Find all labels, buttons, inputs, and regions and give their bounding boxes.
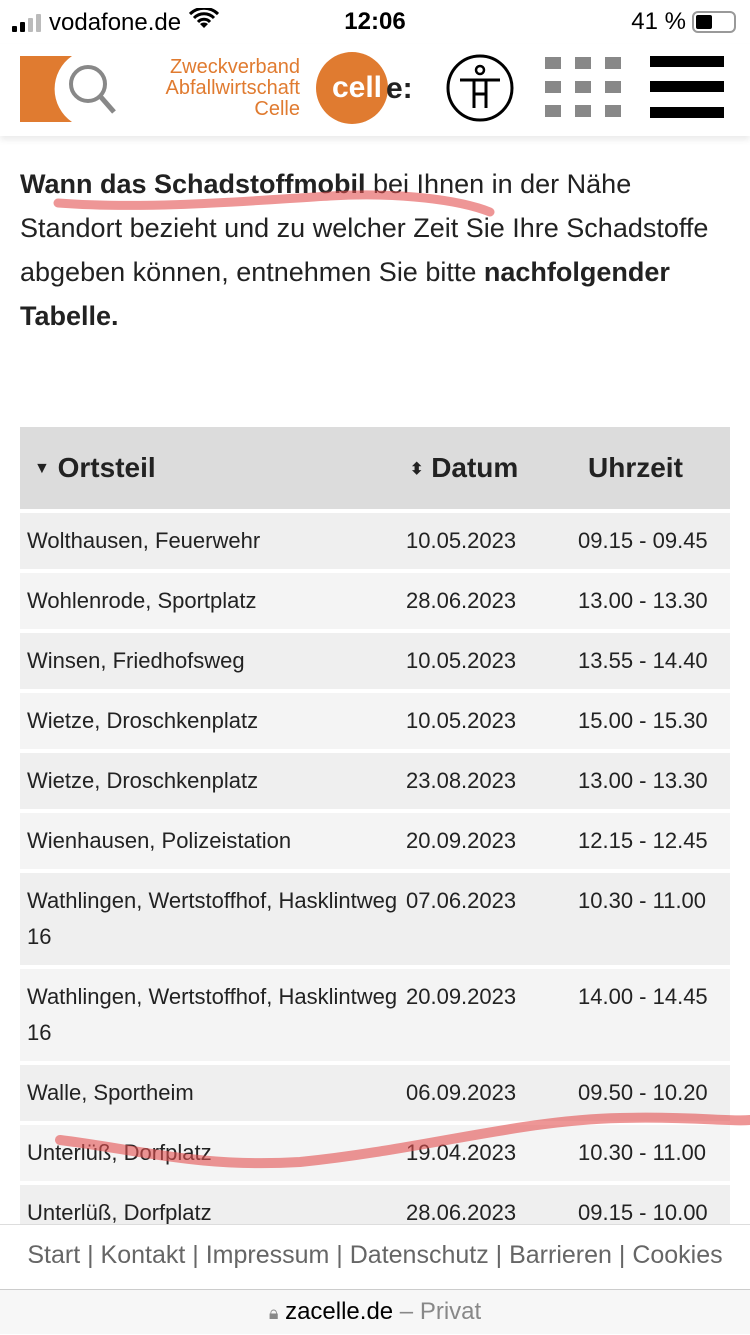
cell-ortsteil: Winsen, Friedhofsweg <box>27 648 245 673</box>
cell-ortsteil: Wienhausen, Polizeistation <box>27 828 292 853</box>
cell-uhrzeit: 09.15 - 09.45 <box>578 528 708 553</box>
battery-icon <box>692 11 736 33</box>
cell-datum: 19.04.2023 <box>406 1140 517 1165</box>
logo-text[interactable]: Zweckverband Abfallwirtschaft Celle <box>136 56 301 120</box>
battery-percent: 41 % <box>631 8 686 35</box>
schedule-table: ▼ Ortsteil ⬍ Datum Uhrzeit Wolthausen, F… <box>20 427 730 1241</box>
cell-datum: 28.06.2023 <box>406 1200 517 1225</box>
footer-links: Start | Kontakt | Impressum | Datenschut… <box>0 1224 750 1288</box>
celle-logo[interactable]: cell <box>316 52 388 124</box>
sort-desc-icon: ▼ <box>34 460 50 477</box>
table-row: Wolthausen, Feuerwehr 10.05.2023 09.15 - 0… <box>20 513 730 569</box>
cell-ortsteil: Wietze, Droschkenplatz <box>27 768 259 793</box>
separator: | <box>611 1241 633 1269</box>
column-ortsteil[interactable]: ▼ Ortsteil <box>20 452 398 484</box>
search-icon <box>20 56 116 122</box>
table-row: Wietze, Droschkenplatz 23.08.2023 13.00 - … <box>20 753 730 809</box>
table-row: Wathlingen, Wertstoffhof, Hasklintweg 16… <box>20 969 730 1061</box>
cell-datum: 06.09.2023 <box>406 1080 517 1105</box>
sort-icon: ⬍ <box>410 461 424 478</box>
table-header: ▼ Ortsteil ⬍ Datum Uhrzeit <box>20 427 730 509</box>
cell-uhrzeit: 13.00 - 13.30 <box>578 768 708 793</box>
table-row: Unterlüß, Dorfplatz 19.04.2023 10.30 - 11.… <box>20 1125 730 1181</box>
cell-datum: 10.05.2023 <box>406 528 517 553</box>
separator: | <box>329 1241 350 1269</box>
grid-icon <box>545 57 621 117</box>
wifi-icon <box>189 6 220 37</box>
separator: | <box>185 1241 206 1269</box>
footer-link-barrieren[interactable]: Barrieren <box>509 1241 612 1269</box>
header-label: Datum <box>431 452 519 483</box>
cell-uhrzeit: 13.00 - 13.30 <box>578 588 708 613</box>
cell-datum: 20.09.2023 <box>406 984 517 1009</box>
footer-link-cookies[interactable]: Cookies <box>632 1241 723 1269</box>
cell-uhrzeit: 15.00 - 15.30 <box>578 708 708 733</box>
status-bar: vodafone.de 12:06 41 % <box>0 0 750 44</box>
cell-uhrzeit: 09.15 - 10.00 <box>578 1200 708 1225</box>
header-label: Ortsteil <box>57 452 156 483</box>
url-bar[interactable]: 🔒︎ zacelle.de – Privat <box>0 1289 750 1334</box>
site-header: Zweckverband Abfallwirtschaft Celle cell e… <box>0 44 750 136</box>
cell-datum: 28.06.2023 <box>406 588 517 613</box>
footer-link-start[interactable]: Start <box>27 1241 81 1269</box>
footer-link-kontakt[interactable]: Kontakt <box>100 1241 186 1269</box>
celle-logo-suffix: e: <box>386 72 413 105</box>
accessibility-button[interactable] <box>446 54 514 127</box>
table-row: Wathlingen, Wertstoffhof, Hasklintweg 16… <box>20 873 730 965</box>
intro-bold-end: nachfolgender Tabelle. <box>20 257 670 331</box>
cell-ortsteil: Wathlingen, Wertstoffhof, Hasklintweg 16 <box>27 984 398 1045</box>
logo-line: Celle <box>254 98 300 120</box>
cell-ortsteil: Wietze, Droschkenplatz <box>27 708 259 733</box>
cell-datum: 23.08.2023 <box>406 768 517 793</box>
cell-datum: 10.05.2023 <box>406 708 517 733</box>
separator: | <box>80 1241 101 1269</box>
cell-ortsteil: Wohlenrode, Sportplatz <box>27 588 257 613</box>
cell-uhrzeit: 10.30 - 11.00 <box>578 1140 707 1165</box>
accessibility-icon <box>446 54 514 122</box>
logo-line: Zweckverband <box>169 56 300 78</box>
table-row: Winsen, Friedhofsweg 10.05.2023 13.55 - 14… <box>20 633 730 689</box>
apps-grid-button[interactable] <box>545 57 621 122</box>
table-row: Wohlenrode, Sportplatz 28.06.2023 13.00 - … <box>20 573 730 629</box>
cell-ortsteil: Unterlüß, Dorfplatz <box>27 1140 212 1165</box>
cell-ortsteil: Unterlüß, Dorfplatz <box>27 1200 212 1225</box>
cell-uhrzeit: 10.30 - 11.00 <box>578 888 707 913</box>
intro-text: Wann das Schadstoffmobil bei Ihnen in de… <box>20 162 730 338</box>
column-uhrzeit[interactable]: Uhrzeit <box>568 452 730 484</box>
header-label: Uhrzeit <box>588 452 683 483</box>
lock-icon: 🔒︎ <box>268 1303 279 1323</box>
cell-datum: 07.06.2023 <box>406 888 517 913</box>
carrier: vodafone.de <box>49 8 182 36</box>
menu-button[interactable] <box>650 56 724 123</box>
cell-datum: 10.05.2023 <box>406 648 517 673</box>
cell-uhrzeit: 14.00 - 14.45 <box>578 984 708 1009</box>
intro-bold: Wann das Schadstoffmobil <box>20 169 366 199</box>
logo-line: Abfallwirtschaft <box>165 77 301 99</box>
table-row: Walle, Sportheim 06.09.2023 09.50 - 10.20 <box>20 1065 730 1121</box>
hamburger-icon <box>650 56 724 118</box>
cell-uhrzeit: 12.15 - 12.45 <box>578 828 708 853</box>
cell-ortsteil: Wathlingen, Wertstoffhof, Hasklintweg 16 <box>27 888 398 949</box>
cell-ortsteil: Wolthausen, Feuerwehr <box>27 528 261 553</box>
signal-icon <box>12 13 41 32</box>
separator: | <box>488 1241 510 1269</box>
search-button[interactable] <box>20 56 120 122</box>
column-datum[interactable]: ⬍ Datum <box>398 452 568 484</box>
cell-datum: 20.09.2023 <box>406 828 517 853</box>
private-label: – Privat <box>393 1298 482 1325</box>
table-row: Wietze, Droschkenplatz 10.05.2023 15.00 - … <box>20 693 730 749</box>
footer-link-datenschutz[interactable]: Datenschutz <box>349 1241 489 1269</box>
table-row: Wienhausen, Polizeistation 20.09.2023 12.1… <box>20 813 730 869</box>
footer-link-impressum[interactable]: Impressum <box>205 1241 330 1269</box>
cell-uhrzeit: 13.55 - 14.40 <box>578 648 708 673</box>
clock: 12:06 <box>344 8 406 35</box>
url-domain: zacelle.de <box>285 1298 394 1325</box>
cell-ortsteil: Walle, Sportheim <box>27 1080 194 1105</box>
cell-uhrzeit: 09.50 - 10.20 <box>578 1080 708 1105</box>
